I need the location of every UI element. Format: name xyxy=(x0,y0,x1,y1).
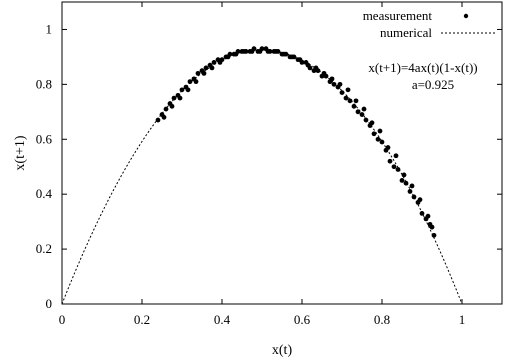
measurement-point xyxy=(187,79,193,85)
x-tick-label: 0.8 xyxy=(374,312,390,327)
measurement-point xyxy=(257,49,263,54)
measurement-point xyxy=(289,54,295,60)
measurement-point xyxy=(379,139,385,145)
measurement-point xyxy=(329,76,335,82)
numerical-curve-layer xyxy=(61,49,463,305)
y-tick-label: 1 xyxy=(46,21,53,36)
y-tick-label: 0.2 xyxy=(36,241,52,256)
measurement-points-layer xyxy=(155,46,437,238)
measurement-point xyxy=(425,213,431,219)
measurement-point xyxy=(339,90,345,95)
measurement-point xyxy=(313,65,319,71)
measurement-point xyxy=(407,189,413,194)
measurement-point xyxy=(241,49,247,54)
plot-frame xyxy=(61,1,503,305)
measurement-point xyxy=(363,117,369,123)
measurement-point xyxy=(347,98,353,104)
x-axis-label: x(t) xyxy=(272,343,293,358)
measurement-point xyxy=(185,87,191,93)
measurement-point xyxy=(369,120,375,126)
measurement-point xyxy=(417,197,423,203)
y-axis-label: x(t+1) xyxy=(13,135,28,170)
measurement-point xyxy=(179,87,185,93)
measurement-point xyxy=(403,180,409,186)
measurement-point xyxy=(193,79,199,85)
y-tick-label: 0 xyxy=(46,296,53,311)
measurement-point xyxy=(305,62,311,68)
measurement-point xyxy=(171,95,177,101)
x-tick-label: 0.2 xyxy=(134,312,150,327)
measurement-point xyxy=(169,103,175,109)
legend: measurement numerical xyxy=(363,8,496,40)
measurement-point xyxy=(375,136,381,142)
measurement-point xyxy=(217,60,223,65)
equation-annotation: x(t+1)=4ax(t)(1-x(t)) xyxy=(368,60,477,75)
measurement-point xyxy=(281,51,287,57)
measurement-point xyxy=(203,65,209,71)
measurement-point xyxy=(395,167,401,172)
axis-ticks-layer: 0 0.2 0.4 0.6 0.8 1 0 0.2 0.4 0.6 0.8 1 xyxy=(36,2,502,327)
legend-label-measurement: measurement xyxy=(363,8,433,23)
measurement-point xyxy=(343,95,349,101)
measurement-point xyxy=(233,51,239,57)
x-tick-label: 0.4 xyxy=(214,312,231,327)
x-tick-label: 0 xyxy=(59,312,66,327)
legend-label-numerical: numerical xyxy=(380,25,432,40)
measurement-point xyxy=(201,70,207,76)
measurement-point xyxy=(209,65,215,71)
x-tick-label: 0.6 xyxy=(294,312,311,327)
y-tick-label: 0.8 xyxy=(36,76,52,91)
measurement-point xyxy=(393,153,399,159)
measurement-point xyxy=(273,49,279,54)
measurement-point xyxy=(355,109,361,115)
measurement-point xyxy=(401,172,407,178)
measurement-point xyxy=(419,211,425,216)
measurement-point xyxy=(225,54,231,60)
measurement-point xyxy=(211,60,217,65)
measurement-point xyxy=(345,87,351,93)
measurement-point xyxy=(359,112,365,117)
measurement-point xyxy=(321,70,327,76)
measurement-point xyxy=(351,103,357,109)
measurement-point xyxy=(265,49,271,54)
measurement-point xyxy=(297,57,303,63)
measurement-point xyxy=(429,224,435,230)
measurement-point xyxy=(163,106,169,112)
measurement-point xyxy=(177,95,183,101)
measurement-point xyxy=(195,70,201,76)
measurement-point xyxy=(411,194,417,200)
parameter-annotation: a=0.925 xyxy=(412,77,454,92)
y-tick-label: 0.6 xyxy=(36,131,53,146)
measurement-point xyxy=(387,158,393,164)
measurement-point xyxy=(155,117,161,123)
x-tick-label: 1 xyxy=(459,312,466,327)
measurement-point xyxy=(385,145,391,150)
y-tick-label: 0.4 xyxy=(36,186,53,201)
measurement-point xyxy=(353,98,359,104)
measurement-point xyxy=(399,178,405,183)
measurement-point xyxy=(361,106,367,112)
measurement-point xyxy=(391,164,397,170)
measurement-point xyxy=(331,81,337,87)
measurement-point xyxy=(371,131,377,137)
measurement-point xyxy=(249,49,255,54)
measurement-point xyxy=(161,114,167,120)
measurement-point xyxy=(409,183,415,189)
measurement-point xyxy=(431,232,437,238)
measurement-point xyxy=(337,81,343,87)
legend-marker-measurement xyxy=(463,13,469,19)
numerical-curve xyxy=(61,49,463,305)
measurement-point xyxy=(377,128,383,134)
